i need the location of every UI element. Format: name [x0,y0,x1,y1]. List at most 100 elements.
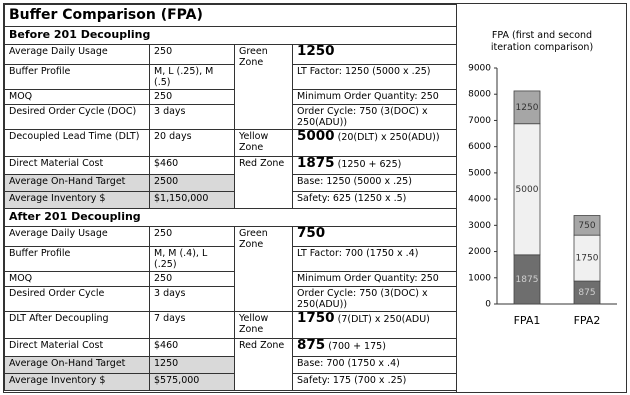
row-value: 250 [149,89,235,105]
zone-label: Green Zone [234,226,293,312]
zone-label: Yellow Zone [234,129,293,157]
row-label: MOQ [4,271,150,287]
zone-detail: LT Factor: 700 (1750 x .4) [292,246,457,272]
zone-detail: LT Factor: 1250 (5000 x .25) [292,64,457,90]
row-label: Desired Order Cycle (DOC) [4,104,150,130]
zone-detail: Base: 1250 (5000 x .25) [292,174,457,192]
zone-label: Red Zone [234,156,293,209]
row-label: Decoupled Lead Time (DLT) [4,129,150,157]
data-label: 875 [578,288,595,298]
section-heading-row: After 201 Decoupling [4,208,457,227]
data-label: 750 [578,221,595,231]
y-tick-label: 1000 [468,273,491,283]
document-title: Buffer Comparison (FPA) [4,4,457,27]
data-label: 1875 [516,275,539,285]
zone-line: Safety: 625 (1250 x .5) [297,193,407,204]
row-label: Average Daily Usage [4,226,150,247]
zone-label: Yellow Zone [234,311,293,339]
chart-title: FPA (first and second iteration comparis… [490,30,594,53]
table-row: Direct Material Cost $460 Red Zone 875 (700… [4,338,457,391]
table-row: Average Inventory $ $1,150,000 Safety: 625… [4,191,457,209]
zone-line: Minimum Order Quantity: 250 [297,273,439,284]
row-value: M, M (.4), L (.25) [149,246,235,272]
table-row: Average Daily Usage 250 Green Zone 750 [4,226,457,312]
row-value: 1250 [149,356,235,374]
table-row: Desired Order Cycle (DOC) 3 days Order Cyc… [4,104,457,130]
zone-label: Red Zone [234,338,293,391]
y-tick-label: 3000 [468,221,491,231]
x-tick-label: FPA1 [514,314,541,327]
zone-line: Safety: 175 (700 x .25) [297,375,407,386]
row-label: MOQ [4,89,150,105]
table-row: Average Daily Usage 250 Green Zone 1250 [4,44,457,130]
zone-detail: Minimum Order Quantity: 250 [292,271,457,287]
bar-segment [513,90,541,125]
zone-line: Base: 1250 (5000 x .25) [297,176,412,187]
y-tick-label: 0 [485,300,491,310]
zone-amount: 750 [297,226,326,241]
bar-segment [513,254,541,305]
section-heading: Before 201 Decoupling [4,26,457,45]
row-value: $1,150,000 [149,191,235,209]
row-label: Buffer Profile [4,246,150,272]
zone-line: Order Cycle: 750 (3(DOC) x 250(ADU)) [297,288,428,310]
zone-detail: 1875 (1250 + 625) [292,156,457,175]
table-row: Direct Material Cost $460 Red Zone 1875 (12… [4,156,457,209]
bar-segment [573,234,601,282]
y-tick-label: 6000 [468,142,491,152]
page: Buffer Comparison (FPA) Before 201 Decou… [3,3,627,393]
zone-detail: 750 [292,226,457,247]
y-tick-label: 4000 [468,195,491,205]
table-row: Average On-Hand Target 2500 Base: 1250 (50… [4,174,457,192]
y-tick-label: 7000 [468,116,491,126]
row-label: Average Daily Usage [4,44,150,65]
title-row: Buffer Comparison (FPA) [4,4,457,27]
table-row: Average Inventory $ $575,000 Safety: 175 (… [4,373,457,391]
zone-line: Order Cycle: 750 (3(DOC) x 250(ADU)) [297,106,428,128]
y-tick-label: 2000 [468,247,491,257]
zone-detail: Safety: 625 (1250 x .5) [292,191,457,209]
zone-note: (7(DLT) x 250(ADU) [337,314,430,325]
zone-note: (1250 + 625) [337,159,402,170]
table-row: Desired Order Cycle 3 days Order Cycle: 75… [4,286,457,312]
zone-label: Green Zone [234,44,293,130]
zone-detail: 5000 (20(DLT) x 250(ADU)) [292,129,457,157]
row-value: $460 [149,338,235,357]
zone-note: (700 + 175) [328,341,386,352]
row-value: 20 days [149,129,235,157]
table-row: Buffer Profile M, M (.4), L (.25) LT Facto… [4,246,457,272]
row-value: M, L (.25), M (.5) [149,64,235,90]
row-value: 3 days [149,104,235,130]
section-heading: After 201 Decoupling [4,208,457,227]
zone-line: Base: 700 (1750 x .4) [297,358,400,369]
table-row: Average On-Hand Target 1250 Base: 700 (175… [4,356,457,374]
y-tick-label: 5000 [468,168,491,178]
table-row: MOQ 250 Minimum Order Quantity: 250 [4,89,457,105]
y-tick-label: 8000 [468,90,491,100]
zone-detail: 1750 (7(DLT) x 250(ADU) [292,311,457,339]
table-body: Buffer Comparison (FPA) Before 201 Decou… [4,4,457,391]
zone-amount: 875 [297,338,326,353]
zone-detail: Safety: 175 (700 x .25) [292,373,457,391]
zone-note: (20(DLT) x 250(ADU)) [337,132,440,143]
row-label: Average On-Hand Target [4,356,150,374]
zone-detail: Minimum Order Quantity: 250 [292,89,457,105]
table-row: Decoupled Lead Time (DLT) 20 days Yellow Z… [4,129,457,157]
x-tick-label: FPA2 [574,314,601,327]
row-label: Direct Material Cost [4,338,150,357]
y-tick-label: 9000 [468,64,491,74]
zone-detail: 1250 [292,44,457,65]
row-value: $460 [149,156,235,175]
comparison-table: Buffer Comparison (FPA) Before 201 Decou… [4,4,457,391]
zone-detail: Order Cycle: 750 (3(DOC) x 250(ADU)) [292,104,457,130]
row-label: Average Inventory $ [4,191,150,209]
data-label: 5000 [516,185,539,195]
zone-amount: 5000 [297,129,335,144]
chart-panel: 0 1000 2000 3000 4000 5000 6000 7000 8000 9000 187… [456,4,627,392]
row-label: DLT After Decoupling [4,311,150,339]
row-value: $575,000 [149,373,235,391]
row-value: 2500 [149,174,235,192]
zone-line: LT Factor: 1250 (5000 x .25) [297,66,431,77]
row-value: 250 [149,44,235,65]
data-label: 1250 [516,103,539,113]
